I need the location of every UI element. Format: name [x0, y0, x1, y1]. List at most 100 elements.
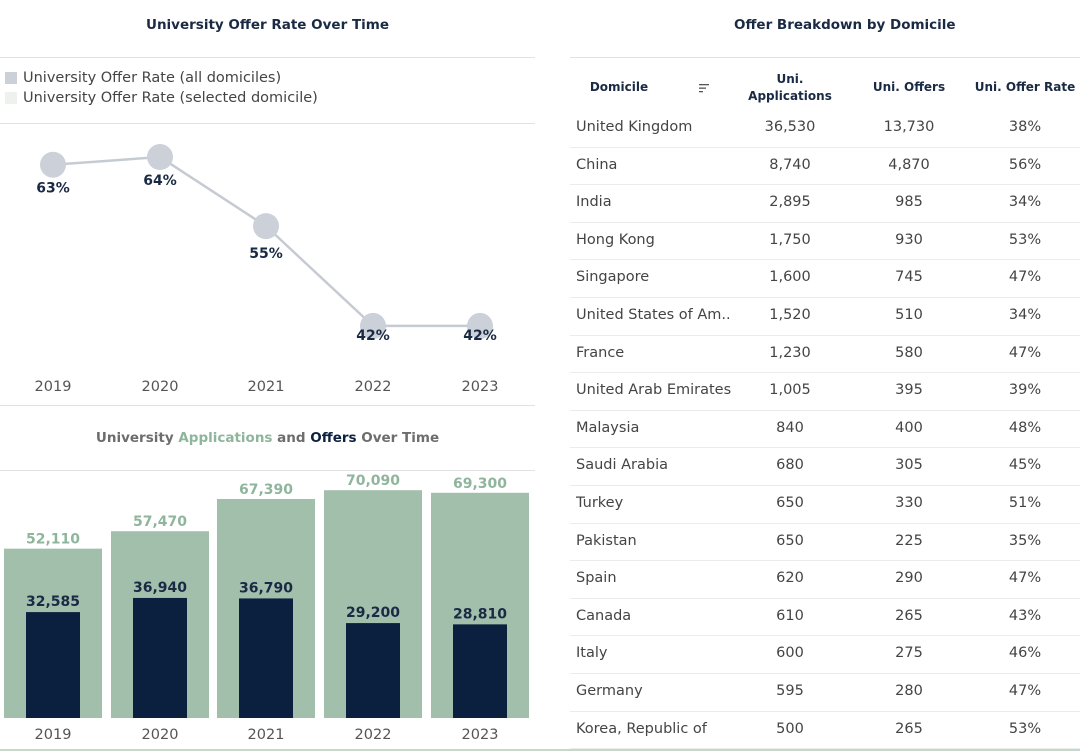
cell-applications: 595 — [776, 683, 804, 699]
table-row[interactable]: Korea, Republic of 500 265 53% — [570, 711, 1080, 750]
table-row[interactable]: Malaysia 840 400 48% — [570, 410, 1080, 449]
offers-bar[interactable] — [26, 612, 80, 718]
table-row[interactable]: United Kingdom 36,530 13,730 38% — [570, 109, 1080, 148]
cell-offers: 290 — [895, 570, 923, 587]
x-tick-label: 2023 — [462, 727, 499, 743]
cell-domicile: Spain — [576, 570, 617, 587]
cell-offer-rate: 53% — [1008, 231, 1042, 248]
cell-domicile: United States of Am.. — [576, 307, 731, 323]
cell-applications: 500 — [776, 720, 804, 737]
cell-applications: 1,520 — [769, 307, 811, 323]
table-row[interactable]: Turkey 650 330 51% — [570, 485, 1080, 524]
offers-bar[interactable] — [239, 598, 293, 718]
header-applications-line2: Applications — [748, 89, 832, 103]
x-tick-label: 2019 — [35, 379, 72, 395]
applications-data-label: 70,090 — [346, 473, 400, 489]
header-offer-rate[interactable]: Uni. Offer Rate — [970, 58, 1080, 118]
x-tick-label: 2021 — [248, 379, 285, 395]
offer-rate-line-chart: 63% 64% 55% 42% 42% 2019 2020 2021 2022 2023 — [35, 144, 499, 395]
legend-item-all-domiciles[interactable]: University Offer Rate (all domiciles) — [5, 68, 318, 88]
table-row[interactable]: Saudi Arabia 680 305 45% — [570, 447, 1080, 486]
cell-offers: 4,870 — [888, 156, 930, 173]
line-chart-legend: University Offer Rate (all domiciles) Un… — [5, 68, 318, 108]
cell-offer-rate: 48% — [1008, 419, 1042, 436]
cell-offer-rate: 34% — [1008, 194, 1042, 211]
cell-applications: 600 — [776, 645, 804, 662]
header-applications[interactable]: Uni. Applications — [740, 58, 840, 118]
offer-rate-line — [52, 155, 480, 328]
bottom-edge — [0, 749, 1080, 751]
cell-offers: 400 — [895, 419, 923, 436]
cell-offers: 13,730 — [883, 119, 935, 135]
table-row[interactable]: Spain 620 290 47% — [570, 560, 1080, 599]
legend-label-selected: University Offer Rate (selected domicile… — [23, 90, 318, 106]
table-row[interactable]: United Arab Emirates 1,005 395 39% — [570, 372, 1080, 411]
offer-rate-data-label: 55% — [249, 246, 283, 262]
legend-swatch-all — [5, 72, 17, 84]
cell-applications: 610 — [776, 607, 804, 624]
cell-domicile: China — [576, 156, 618, 173]
offers-bar[interactable] — [133, 597, 187, 718]
bar-title-applications: Applications — [178, 430, 273, 446]
table-row[interactable]: United States of Am.. 1,520 510 34% — [570, 297, 1080, 336]
offers-bar[interactable] — [346, 623, 400, 718]
cell-domicile: United Arab Emirates — [576, 382, 732, 399]
offer-rate-point[interactable] — [40, 151, 66, 178]
cell-offer-rate: 34% — [1008, 307, 1042, 323]
cell-offers: 395 — [895, 382, 923, 399]
offer-rate-point[interactable] — [360, 312, 386, 339]
table-row[interactable]: Pakistan 650 225 35% — [570, 523, 1080, 562]
legend-item-selected-domicile[interactable]: University Offer Rate (selected domicile… — [5, 88, 318, 108]
cell-offer-rate: 38% — [1008, 119, 1042, 135]
table-row[interactable]: Singapore 1,600 745 47% — [570, 259, 1080, 298]
cell-domicile: France — [576, 344, 625, 361]
offers-bar[interactable] — [453, 624, 507, 718]
legend-divider — [0, 123, 535, 124]
offer-rate-data-label: 42% — [463, 328, 497, 344]
cell-applications: 680 — [776, 457, 804, 474]
header-domicile-label: Domicile — [589, 80, 649, 95]
table-title: Offer Breakdown by Domicile — [734, 17, 956, 33]
cell-offer-rate: 51% — [1008, 495, 1042, 511]
applications-data-label: 52,110 — [26, 532, 80, 548]
table-row[interactable]: China 8,740 4,870 56% — [570, 147, 1080, 186]
cell-offer-rate: 43% — [1008, 607, 1042, 624]
cell-applications: 1,600 — [769, 269, 811, 286]
applications-offers-bar-chart: 52,110 32,585 2019 57,470 36,940 2020 67,390 36… — [4, 473, 529, 743]
cell-offers: 265 — [895, 720, 923, 737]
cell-offer-rate: 47% — [1008, 344, 1042, 361]
table-row[interactable]: Hong Kong 1,750 930 53% — [570, 222, 1080, 261]
bar-title-part-1: University — [95, 430, 179, 446]
header-offers[interactable]: Uni. Offers — [860, 58, 958, 118]
header-domicile[interactable]: Domicile — [570, 58, 740, 118]
offer-rate-point[interactable] — [147, 144, 173, 171]
cell-applications: 650 — [776, 495, 804, 511]
cell-offer-rate: 45% — [1008, 457, 1042, 474]
table-row[interactable]: France 1,230 580 47% — [570, 335, 1080, 374]
cell-domicile: United Kingdom — [576, 119, 693, 135]
x-tick-label: 2021 — [248, 727, 285, 743]
offer-rate-point[interactable] — [467, 312, 493, 339]
cell-offers: 510 — [895, 307, 923, 323]
cell-offers: 280 — [895, 683, 923, 699]
sort-icon[interactable] — [698, 82, 710, 94]
table-row[interactable]: India 2,895 985 34% — [570, 184, 1080, 223]
table-row[interactable]: Italy 600 275 46% — [570, 635, 1080, 674]
header-rate-label: Uni. Offer Rate — [974, 80, 1076, 95]
table-row[interactable]: Germany 595 280 47% — [570, 673, 1080, 712]
x-tick-label: 2023 — [462, 379, 499, 395]
offer-rate-data-label: 63% — [36, 181, 70, 197]
x-tick-label: 2020 — [142, 379, 179, 395]
cell-domicile: Singapore — [576, 269, 650, 286]
line-chart-title-divider — [0, 57, 535, 58]
cell-offers: 985 — [895, 194, 923, 211]
cell-offer-rate: 47% — [1008, 570, 1042, 587]
cell-offers: 225 — [895, 532, 923, 549]
offers-data-label: 36,940 — [133, 580, 187, 596]
offer-rate-point[interactable] — [253, 213, 279, 240]
table-row[interactable]: Canada 610 265 43% — [570, 598, 1080, 637]
x-tick-label: 2019 — [35, 727, 72, 743]
cell-offer-rate: 47% — [1008, 683, 1042, 699]
bar-chart-title-divider — [0, 470, 535, 471]
cell-applications: 36,530 — [764, 119, 816, 135]
